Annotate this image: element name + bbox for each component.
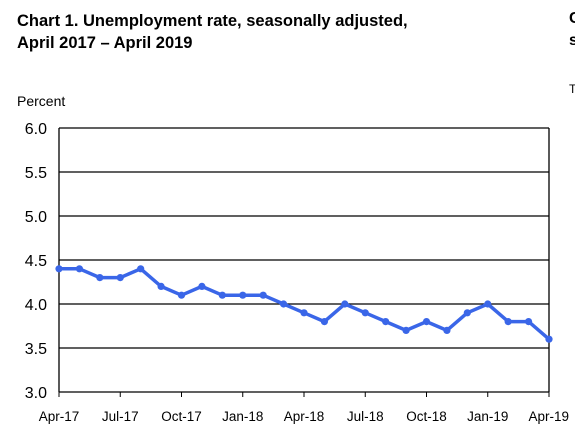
y-tick-label: 3.0 [25,385,47,402]
x-tick-label: Oct-18 [406,409,447,424]
data-point-Jan-19 [484,300,492,308]
y-tick-label: 5.0 [25,209,47,226]
series-unemployment-rate [55,265,553,343]
data-point-Mar-18 [279,300,288,308]
data-point-Feb-18 [259,291,267,299]
data-point-Apr-19 [545,335,553,343]
data-point-Sep-17 [157,282,165,290]
x-tick-label: Jan-18 [222,409,263,424]
chart-title: Chart 1. Unemployment rate, seasonally a… [17,10,497,54]
data-point-Dec-17 [218,291,226,299]
data-point-Feb-19 [504,318,512,326]
side-panel-text-2: s [569,32,575,49]
y-tick-label: 4.5 [25,253,47,270]
data-point-May-18 [320,318,329,326]
data-point-Nov-17 [198,282,206,290]
data-point-Oct-17 [177,291,186,299]
x-tick-label: Apr-18 [284,409,325,424]
data-point-Jul-17 [116,274,124,282]
side-panel-text-1: C [569,10,575,27]
data-point-Apr-18 [300,309,308,317]
data-point-Apr-17 [55,265,63,273]
side-panel-text-3: T [569,82,575,96]
chart-title-line2: April 2017 – April 2019 [17,34,193,52]
data-point-Dec-18 [463,309,471,317]
x-tick-label: Jul-18 [347,409,384,424]
y-tick-label: 3.5 [25,341,47,358]
data-point-Jun-18 [341,300,349,308]
grid-lines [58,127,550,393]
data-point-Jun-17 [96,274,104,282]
data-point-Aug-17 [137,265,145,273]
data-point-Mar-19 [524,318,533,326]
x-tick-label: Jan-19 [467,409,508,424]
data-point-May-17 [75,265,84,273]
x-tick-label: Jul-17 [102,409,139,424]
y-tick-label: 5.5 [25,165,47,182]
x-tick-label: Apr-19 [528,409,569,424]
data-point-Nov-18 [443,326,451,334]
data-point-Sep-18 [402,326,410,334]
data-point-Oct-18 [422,318,431,326]
y-tick-label: 6.0 [25,121,47,138]
data-point-Aug-18 [382,318,390,326]
data-point-Jan-18 [239,291,247,299]
x-tick-label: Oct-17 [161,409,202,424]
x-tick-label: Apr-17 [39,409,80,424]
y-axis-label: Percent [17,93,65,109]
chart-title-line1: Chart 1. Unemployment rate, seasonally a… [17,12,408,30]
x-tick-labels: Apr-17 Jul-17 Oct-17 Jan-18 Apr-18 Jul-18 Oct-… [39,392,569,424]
y-tick-label: 4.0 [25,297,47,314]
y-tick-labels: 6.0 5.5 5.0 4.5 4.0 3.5 3.0 [25,121,47,402]
data-point-Jul-18 [361,309,369,317]
